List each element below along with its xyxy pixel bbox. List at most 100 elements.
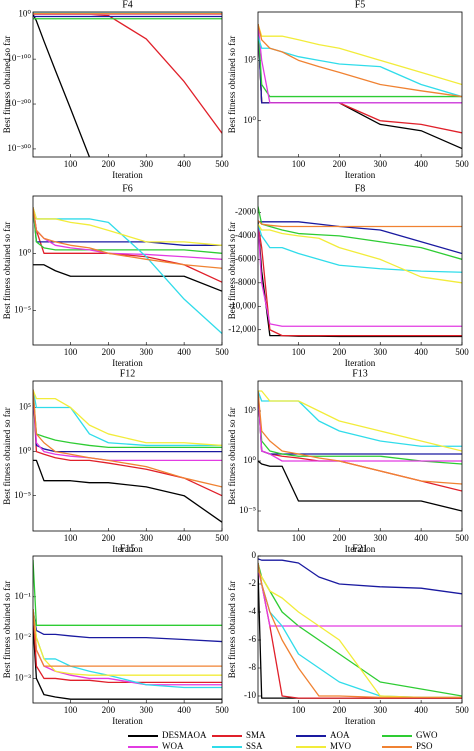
convergence-curve: [33, 609, 222, 686]
convergence-curve: [258, 390, 462, 492]
y-tick-label: -4: [249, 606, 257, 616]
convergence-curve: [258, 390, 462, 485]
plot-frame: [257, 11, 463, 158]
plot-area: [258, 23, 462, 150]
x-tick-label: 400: [177, 159, 191, 169]
convergence-curve: [33, 207, 222, 246]
convergence-curve: [258, 562, 462, 699]
y-tick-label: 10⁻²⁰⁰: [7, 98, 31, 108]
y-axis-label: Best fitness obtained so far: [2, 222, 12, 319]
convergence-curve: [33, 13, 91, 157]
y-tick-label: 10⁰: [18, 8, 31, 18]
convergence-curve: [258, 24, 462, 150]
convergence-curve: [33, 389, 222, 447]
y-tick-label: -10,000: [228, 300, 256, 310]
x-tick-label: 400: [177, 533, 191, 543]
x-tick-label: 100: [64, 705, 78, 715]
x-tick-label: 100: [64, 347, 78, 357]
x-tick-label: 500: [455, 533, 469, 543]
convergence-curve: [33, 207, 222, 254]
x-axis-label: Iteration: [112, 544, 143, 554]
convergence-curve: [258, 24, 462, 98]
x-tick-label: 300: [139, 533, 153, 543]
y-tick-label: -4000: [235, 230, 256, 240]
convergence-curve: [33, 264, 222, 292]
x-tick-label: 200: [102, 533, 116, 543]
x-tick-label: 100: [292, 533, 306, 543]
y-tick-label: -10: [244, 690, 256, 700]
plot-area: [33, 559, 222, 700]
convergence-curve: [258, 224, 462, 337]
panel-title: F15: [120, 543, 136, 554]
x-tick-label: 400: [414, 705, 428, 715]
y-tick-label: 10⁻¹: [15, 591, 32, 601]
convergence-curve: [258, 562, 462, 697]
x-tick-label: 300: [373, 159, 387, 169]
convergence-curve: [258, 562, 462, 699]
y-tick-label: 10⁰: [243, 115, 256, 125]
y-tick-label: 10⁻³: [15, 672, 32, 682]
y-axis-label: Best fitness obtained so far: [227, 581, 237, 678]
y-tick-label: 10⁰: [18, 446, 31, 456]
convergence-curve: [33, 625, 222, 700]
plot-frame: [257, 380, 463, 532]
convergence-curve: [258, 220, 462, 228]
legend-label: WOA: [162, 741, 184, 751]
x-tick-label: 200: [102, 347, 116, 357]
x-tick-label: 400: [414, 159, 428, 169]
convergence-curve: [258, 224, 462, 327]
legend-label: PSO: [416, 741, 433, 751]
y-tick-label: -6: [249, 634, 257, 644]
plot-area: [33, 12, 222, 157]
x-tick-label: 100: [292, 705, 306, 715]
convergence-curve: [258, 562, 462, 699]
y-axis-label: Best fitness obtained so far: [2, 581, 12, 678]
convergence-curve: [33, 608, 222, 643]
convergence-curve: [258, 24, 462, 104]
x-tick-label: 100: [292, 347, 306, 357]
x-tick-label: 100: [64, 533, 78, 543]
convergence-curve: [258, 390, 462, 465]
x-tick-label: 500: [215, 159, 229, 169]
y-tick-label: -12,000: [228, 324, 256, 334]
convergence-curve: [258, 223, 462, 284]
y-axis-label: Best fitness obtained so far: [227, 222, 237, 319]
y-tick-label: -2000: [235, 206, 256, 216]
y-axis-label: Best fitness obtained so far: [227, 36, 237, 133]
y-tick-label: 0: [252, 550, 257, 560]
panel-title: F8: [355, 183, 366, 194]
x-tick-label: 200: [333, 533, 347, 543]
panel-title: F4: [122, 0, 133, 10]
plot-area: [258, 558, 462, 699]
x-tick-label: 500: [215, 347, 229, 357]
convergence-curve: [33, 389, 222, 447]
convergence-curve: [33, 609, 222, 667]
y-tick-label: 10⁰: [243, 455, 256, 465]
legend-label: SSA: [246, 741, 263, 751]
convergence-curve: [258, 223, 462, 273]
y-axis-label: Best fitness obtained so far: [2, 407, 12, 504]
x-axis-label: Iteration: [112, 716, 143, 726]
plot-frame: [32, 380, 223, 532]
convergence-curve: [33, 207, 222, 246]
x-tick-label: 300: [373, 705, 387, 715]
convergence-curve: [33, 389, 222, 453]
panel-title: F6: [122, 183, 133, 194]
convergence-curve: [33, 13, 222, 134]
panel-title: F21: [352, 543, 368, 554]
plot-area: [33, 389, 222, 523]
x-tick-label: 300: [139, 705, 153, 715]
x-tick-label: 500: [455, 705, 469, 715]
y-tick-label: 10⁰: [18, 247, 31, 257]
y-tick-label: 10⁵: [244, 405, 256, 415]
plot-area: [258, 390, 462, 512]
y-tick-label: 10⁻⁵: [239, 505, 256, 515]
x-tick-label: 500: [455, 347, 469, 357]
y-tick-label: -8000: [235, 277, 256, 287]
convergence-curve: [33, 389, 222, 488]
convergence-curve: [258, 206, 462, 260]
y-tick-label: -6000: [235, 253, 256, 263]
x-axis-label: Iteration: [345, 716, 376, 726]
convergence-curve: [258, 221, 462, 255]
